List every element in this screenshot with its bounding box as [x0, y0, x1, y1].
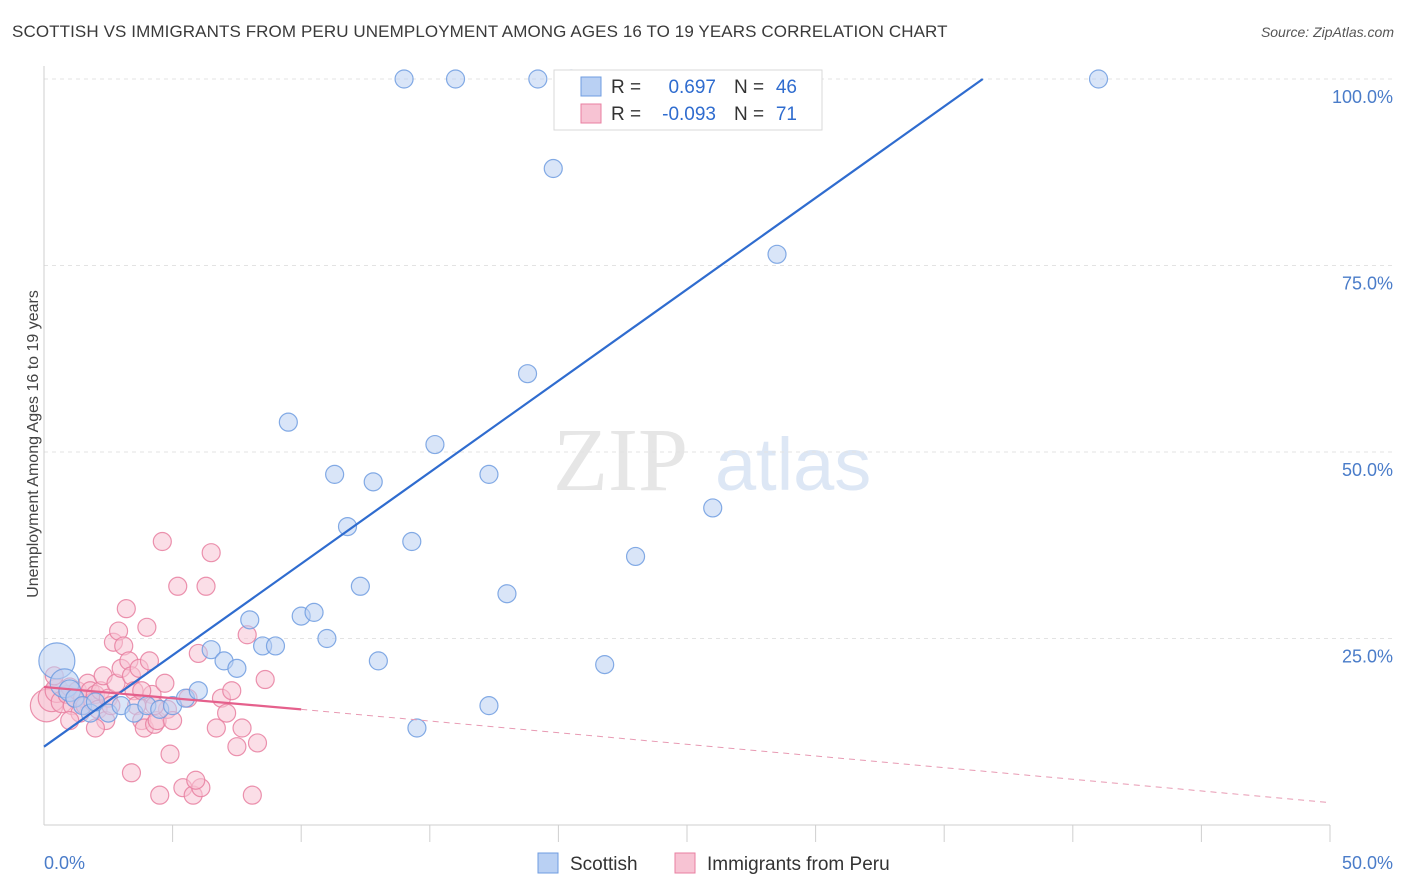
stats-legend-n-label-peru: N = [734, 104, 764, 125]
scottish-point [325, 464, 345, 484]
peru-point [160, 744, 180, 764]
peru-point [155, 673, 175, 693]
peru-point [139, 651, 160, 671]
peru-point [152, 531, 172, 552]
peru-point [242, 785, 262, 805]
peru-point [232, 718, 252, 738]
scottish-point [363, 472, 383, 492]
trendlines [43, 78, 1331, 804]
peru-point [201, 543, 221, 563]
peru-point [60, 710, 80, 731]
stats-legend: R = 0.697 N = 46 R = -0.093 N = 71 [553, 69, 823, 131]
chart-source: Source: ZipAtlas.com [1260, 24, 1394, 40]
series-scottish-points [38, 69, 1109, 738]
stats-legend-n-peru: 71 [776, 104, 797, 125]
scottish-point [240, 610, 260, 630]
scottish-point [625, 546, 646, 567]
bottom-legend-label-peru: Immigrants from Peru [707, 854, 890, 875]
peru-point [247, 733, 268, 753]
scottish-point [227, 658, 247, 678]
scottish-point [445, 69, 466, 89]
scottish-point [368, 651, 388, 671]
bottom-legend: Scottish Immigrants from Peru [537, 852, 890, 875]
scottish-point [304, 602, 324, 622]
chart-title: SCOTTISH VS IMMIGRANTS FROM PERU UNEMPLO… [12, 22, 948, 41]
peru-point [150, 785, 170, 805]
peru-point [222, 681, 242, 701]
peru-point [206, 718, 226, 738]
scottish-point [188, 681, 208, 701]
stats-legend-r-label-scottish: R = [611, 77, 641, 98]
scottish-point [407, 718, 427, 738]
stats-legend-swatch-scottish [580, 76, 602, 97]
y-axis-label: Unemployment Among Ages 16 to 19 years [25, 290, 42, 598]
x-tick-label-min: 0.0% [44, 853, 85, 873]
scottish-point [479, 696, 499, 716]
peru-point [168, 576, 188, 596]
peru-trendline-extension [301, 708, 1331, 804]
scottish-point [278, 412, 298, 432]
peru-point [116, 599, 136, 619]
bottom-legend-label-scottish: Scottish [570, 854, 638, 875]
y-tick-label: 100.0% [1332, 87, 1393, 107]
scottish-point [595, 655, 615, 675]
scottish-point [350, 576, 370, 596]
watermark: ZIP atlas [553, 411, 871, 510]
stats-legend-r-label-peru: R = [611, 104, 641, 125]
scottish-point [528, 69, 548, 89]
scottish-point [767, 244, 787, 264]
scottish-point [201, 640, 221, 660]
peru-point [227, 737, 247, 757]
scottish-point [317, 628, 337, 649]
watermark-atlas: atlas [715, 423, 871, 506]
peru-trendline [43, 685, 302, 711]
scottish-point [425, 434, 445, 455]
scottish-point [497, 584, 517, 604]
stats-legend-n-scottish: 46 [776, 77, 797, 98]
y-tick-label: 25.0% [1342, 647, 1393, 667]
bottom-legend-swatch-peru [674, 852, 696, 874]
y-tick-labels: 25.0% 50.0% 75.0% 100.0% [1332, 87, 1393, 667]
x-tick-marks [172, 825, 1331, 842]
gridlines [44, 78, 1393, 639]
peru-point [137, 617, 157, 637]
scottish-point [479, 464, 499, 484]
scottish-point [394, 69, 414, 89]
scottish-point [1088, 69, 1109, 89]
stats-legend-r-scottish: 0.697 [668, 77, 716, 98]
scottish-point [402, 531, 422, 552]
scottish-point [337, 516, 358, 537]
y-tick-label: 50.0% [1342, 460, 1393, 480]
stats-legend-r-peru: -0.093 [662, 104, 716, 125]
x-tick-label-max: 50.0% [1342, 853, 1393, 873]
scottish-point [517, 364, 538, 384]
scottish-point [265, 636, 286, 656]
stats-legend-n-label-scottish: N = [734, 77, 764, 98]
scottish-point [543, 158, 563, 179]
bottom-legend-swatch-scottish [537, 852, 559, 874]
scottish-trendline [43, 78, 984, 748]
scottish-point [703, 498, 723, 518]
peru-point [186, 770, 206, 790]
y-tick-label: 75.0% [1342, 274, 1393, 294]
peru-point [121, 763, 142, 783]
peru-point [255, 669, 275, 690]
stats-legend-swatch-peru [580, 103, 602, 124]
peru-point [196, 576, 216, 596]
peru-point [217, 703, 237, 723]
watermark-zip: ZIP [553, 411, 688, 510]
